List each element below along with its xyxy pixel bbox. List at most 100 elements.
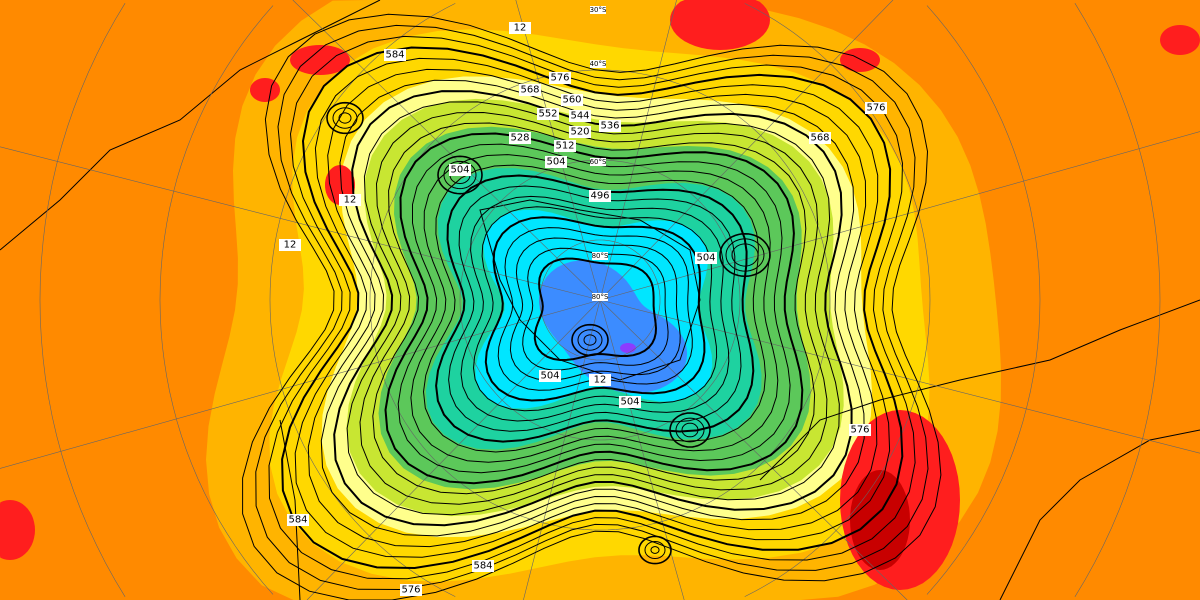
label-box bbox=[339, 194, 361, 206]
latitude-circle bbox=[369, 69, 831, 531]
coastline bbox=[0, 0, 381, 251]
contour-label: 576 bbox=[865, 102, 887, 114]
contour-value: 504 bbox=[696, 253, 715, 264]
latitude-circle bbox=[39, 3, 1161, 597]
label-box bbox=[590, 158, 606, 166]
label-box bbox=[537, 108, 559, 120]
contour-label: 536 bbox=[599, 120, 621, 132]
label-box bbox=[590, 60, 606, 68]
latitude-value: 80°S bbox=[592, 252, 609, 260]
warm-anomaly bbox=[850, 470, 910, 570]
height-contour bbox=[410, 154, 779, 463]
height-contour bbox=[372, 122, 816, 495]
closed-contour bbox=[577, 329, 603, 351]
contour-label: 12 bbox=[589, 374, 611, 386]
field-minimum bbox=[620, 343, 636, 353]
latitude-labels: 30°S 40°S 60°S 80°S 80°S bbox=[590, 6, 609, 301]
closed-contour bbox=[638, 535, 672, 565]
height-contour bbox=[333, 90, 853, 527]
contour-label: 528 bbox=[509, 132, 531, 144]
contour-label: 584 bbox=[472, 560, 494, 572]
contour-label: 12 bbox=[339, 194, 361, 206]
contour-value: 528 bbox=[510, 133, 529, 144]
contour-value: 12 bbox=[594, 375, 607, 386]
meridian bbox=[599, 0, 894, 301]
label-box bbox=[589, 374, 611, 386]
latitude-circle bbox=[159, 5, 1041, 595]
meridian bbox=[599, 299, 685, 600]
contour-value: 504 bbox=[540, 371, 559, 382]
contour-label: 504 bbox=[695, 252, 717, 264]
latitude-label: 80°S bbox=[592, 293, 609, 301]
meridian bbox=[0, 146, 601, 301]
contour-value: 584 bbox=[473, 561, 492, 572]
height-contour bbox=[522, 247, 669, 371]
contour-value: 584 bbox=[385, 50, 404, 61]
contour-label: 576 bbox=[549, 72, 571, 84]
latitude-label: 60°S bbox=[590, 158, 607, 166]
contour-label: 584 bbox=[384, 49, 406, 61]
coastline bbox=[759, 299, 1200, 481]
closed-contour bbox=[731, 243, 759, 267]
closed-contour bbox=[583, 334, 597, 346]
height-contour bbox=[509, 237, 681, 381]
label-box bbox=[509, 22, 531, 34]
height-contour bbox=[294, 57, 891, 558]
closed-contour bbox=[443, 160, 477, 190]
height-contour bbox=[255, 24, 929, 591]
latitude-circle bbox=[459, 159, 741, 441]
latitude-label: 30°S bbox=[590, 6, 607, 14]
label-box bbox=[287, 514, 309, 526]
contour-value: 504 bbox=[620, 397, 639, 408]
contour-value: 496 bbox=[590, 191, 609, 202]
contour-label: 560 bbox=[561, 94, 583, 106]
contour-value: 560 bbox=[562, 95, 581, 106]
height-contour bbox=[460, 195, 730, 422]
contour-label: 504 bbox=[619, 396, 641, 408]
label-box bbox=[561, 94, 583, 106]
closed-contour bbox=[669, 412, 711, 448]
height-contour bbox=[346, 101, 840, 516]
contour-value: 512 bbox=[555, 141, 574, 152]
closed-contour bbox=[338, 112, 352, 124]
closed-contour bbox=[675, 417, 705, 443]
warm-anomaly bbox=[840, 48, 880, 72]
meridian bbox=[306, 299, 601, 600]
contour-label: 12 bbox=[279, 239, 301, 251]
latitude-value: 30°S bbox=[590, 6, 607, 14]
label-box bbox=[554, 140, 576, 152]
contour-value: 520 bbox=[570, 127, 589, 138]
label-box bbox=[809, 132, 831, 144]
label-box bbox=[695, 252, 717, 264]
latitude-label: 80°S bbox=[592, 252, 609, 260]
label-box bbox=[509, 132, 531, 144]
coastline bbox=[479, 199, 701, 381]
warm-anomaly bbox=[250, 78, 280, 102]
label-box bbox=[590, 6, 606, 14]
contour-value: 536 bbox=[600, 121, 619, 132]
contour-value: 576 bbox=[550, 73, 569, 84]
closed-contour bbox=[571, 323, 609, 357]
contour-label: 512 bbox=[554, 140, 576, 152]
label-box bbox=[599, 120, 621, 132]
height-contour bbox=[472, 206, 718, 412]
closed-contour bbox=[332, 107, 358, 129]
label-box bbox=[592, 252, 608, 260]
height-contour bbox=[359, 111, 828, 505]
height-contour bbox=[268, 35, 916, 580]
label-box bbox=[519, 84, 541, 96]
warm-anomaly bbox=[1160, 25, 1200, 55]
contour-label: 544 bbox=[569, 110, 591, 122]
height-contours bbox=[242, 13, 942, 600]
coastline bbox=[999, 429, 1200, 600]
contour-label: 504 bbox=[545, 156, 567, 168]
height-contour bbox=[242, 13, 942, 600]
contour-label: 496 bbox=[589, 190, 611, 202]
height-contour bbox=[497, 227, 693, 391]
label-box bbox=[865, 102, 887, 114]
height-contour bbox=[484, 216, 706, 402]
label-box bbox=[384, 49, 406, 61]
contour-label: 576 bbox=[849, 424, 871, 436]
contour-value: 576 bbox=[850, 425, 869, 436]
